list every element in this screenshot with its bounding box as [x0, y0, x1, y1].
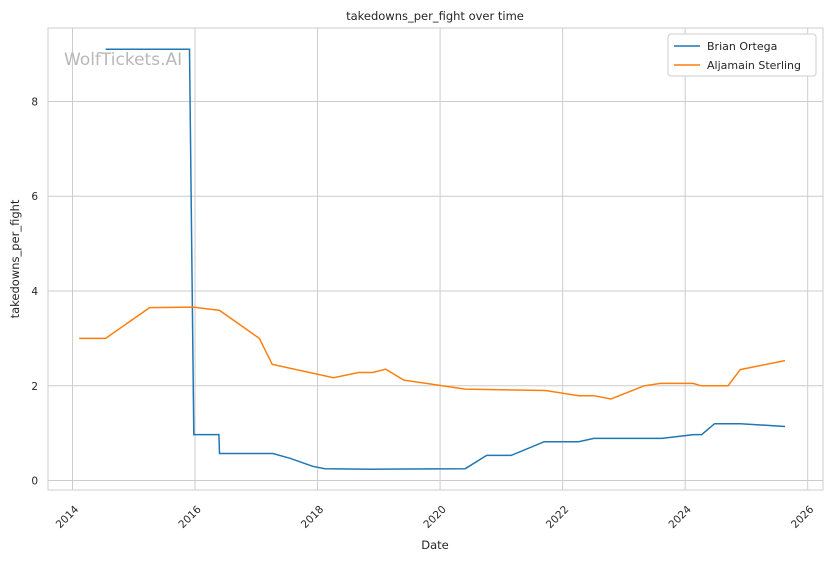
- plot-area-frame: [47, 27, 824, 491]
- legend-label-ortega: Brian Ortega: [707, 40, 777, 53]
- series-line-brian-ortega: [105, 48, 786, 470]
- x-tick-label: 2014: [54, 503, 82, 531]
- watermark: WolfTickets.AI: [64, 50, 182, 70]
- x-tick-label: 2020: [421, 504, 448, 531]
- x-tick-label: 2026: [789, 503, 817, 531]
- y-tick-label: 0: [31, 476, 38, 488]
- x-axis-label: Date: [421, 538, 449, 552]
- y-tick-label: 6: [31, 191, 38, 203]
- x-tick-label: 2024: [666, 503, 694, 531]
- y-tick-label: 8: [31, 96, 38, 108]
- legend-label-sterling: Aljamain Sterling: [707, 59, 801, 72]
- x-tick-label: 2022: [544, 504, 571, 531]
- series-lines: [79, 48, 786, 470]
- chart-title: takedowns_per_fight over time: [346, 9, 524, 23]
- y-axis-label: takedowns_per_fight: [8, 199, 22, 318]
- series-line-aljamain-sterling: [79, 306, 786, 400]
- x-tick-label: 2018: [299, 504, 326, 531]
- x-tick-label: 2016: [176, 503, 204, 531]
- legend: Brian Ortega Aljamain Sterling: [667, 33, 817, 77]
- y-tick-label: 2: [31, 381, 38, 393]
- y-tick-label: 4: [31, 286, 38, 298]
- tick-labels: 2014 2016 2018 2020 2022 2024 2026 0 2 4 6 8: [31, 96, 816, 530]
- grid: [48, 28, 823, 490]
